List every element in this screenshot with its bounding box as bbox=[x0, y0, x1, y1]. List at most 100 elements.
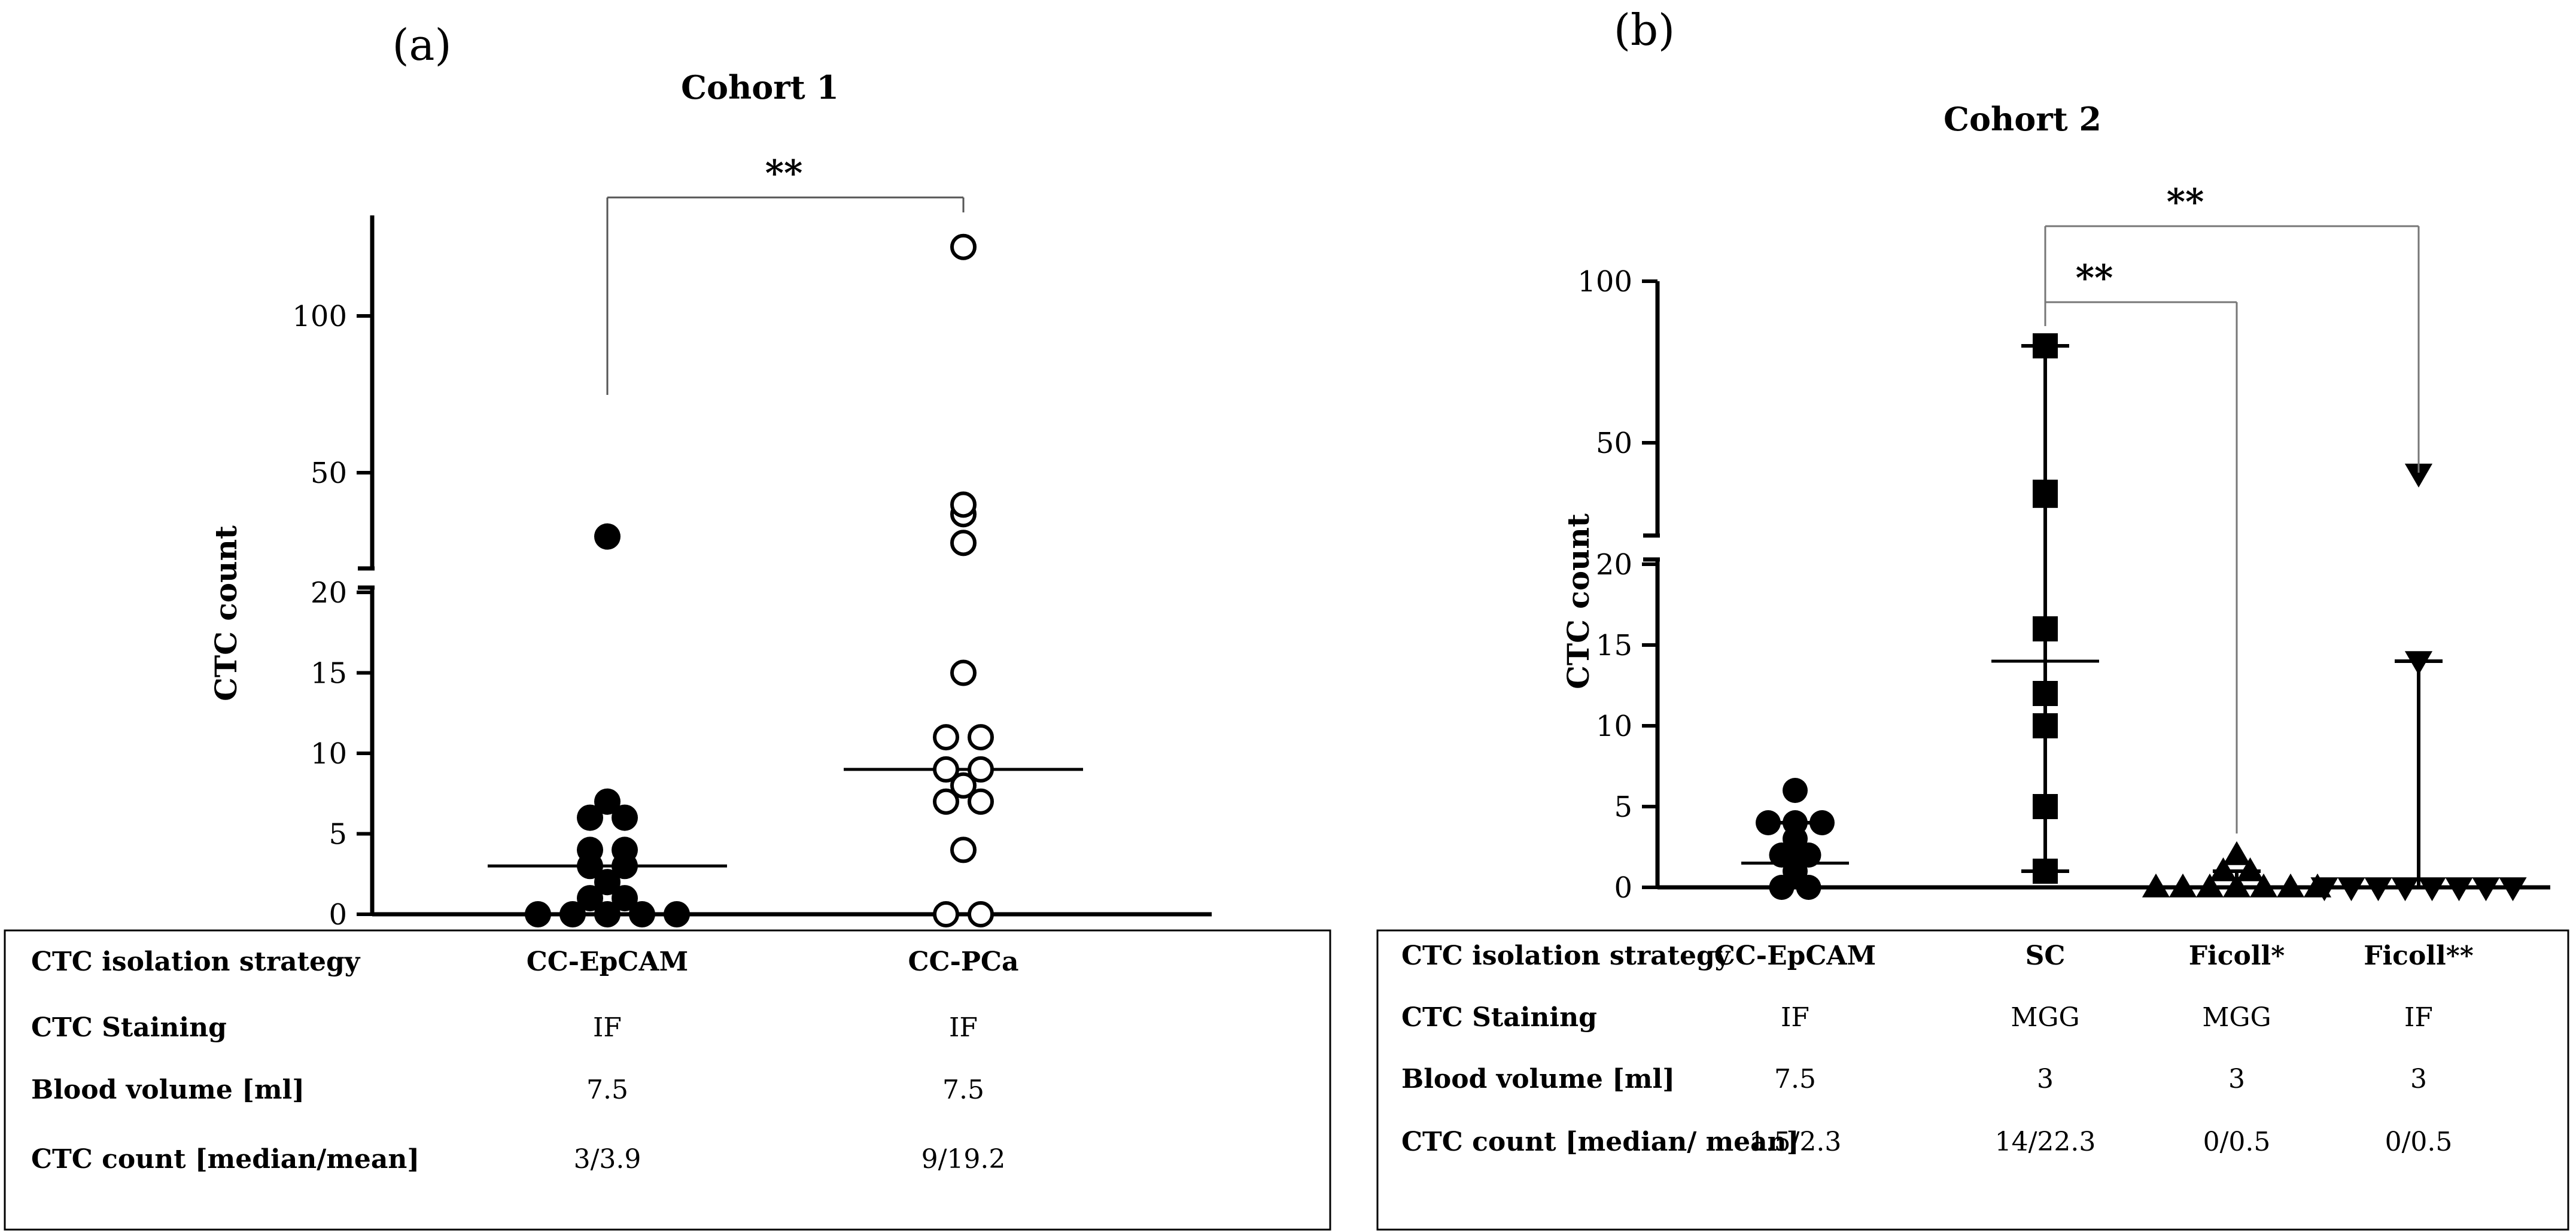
table-cell: Ficoll* bbox=[2189, 941, 2285, 971]
significance-bracket: ** bbox=[606, 153, 965, 395]
data-point bbox=[2033, 479, 2058, 505]
table-cell: IF bbox=[2404, 1002, 2433, 1033]
table-cell: 0/0.5 bbox=[2203, 1127, 2271, 1157]
table-row-label: CTC isolation strategy bbox=[1401, 941, 1731, 971]
data-point bbox=[950, 491, 977, 518]
data-point bbox=[950, 772, 977, 799]
data-point bbox=[594, 788, 621, 815]
table-cell: 7.5 bbox=[942, 1075, 984, 1105]
table-cell: SC bbox=[2025, 941, 2066, 971]
data-point bbox=[1783, 778, 1808, 803]
data-point bbox=[525, 901, 551, 927]
data-point bbox=[664, 901, 690, 927]
table-row-label: Blood volume [ml] bbox=[31, 1075, 305, 1105]
data-point bbox=[2236, 857, 2264, 881]
data-point bbox=[577, 804, 603, 831]
series-cc-epcam bbox=[1741, 778, 1849, 900]
data-point bbox=[1809, 810, 1835, 835]
y-tick-label: 50 bbox=[1596, 427, 1632, 460]
table-cell: MGG bbox=[2011, 1002, 2079, 1033]
y-tick-label: 0 bbox=[1614, 871, 1632, 905]
significance-label: ** bbox=[2167, 181, 2204, 223]
data-point bbox=[2445, 877, 2473, 902]
table-cell: IF bbox=[593, 1012, 622, 1043]
chart-title: Cohort 1 bbox=[681, 68, 839, 107]
table-row-label: Blood volume [ml] bbox=[1401, 1064, 1675, 1094]
data-point bbox=[950, 659, 977, 686]
data-point bbox=[2033, 794, 2058, 819]
data-point bbox=[933, 756, 959, 783]
table-cell: 9/19.2 bbox=[921, 1144, 1006, 1175]
panel-a: (a) Cohort 1 CTC count 0 5 10 15 20 50 100 ** CTC i… bbox=[4, 20, 1331, 1231]
data-point bbox=[968, 756, 994, 783]
data-point bbox=[594, 869, 621, 896]
chart-title: Cohort 2 bbox=[1944, 100, 2101, 138]
y-tick-label: 100 bbox=[292, 300, 347, 333]
table-row-label: CTC Staining bbox=[31, 1012, 227, 1043]
y-tick-label: 10 bbox=[311, 737, 347, 771]
data-point bbox=[950, 530, 977, 556]
data-point bbox=[612, 885, 638, 912]
y-tick-label: 5 bbox=[329, 818, 347, 851]
y-tick-label: 20 bbox=[311, 576, 347, 610]
significance-label: ** bbox=[765, 153, 803, 194]
data-point bbox=[950, 836, 977, 863]
table-row-label: CTC isolation strategy bbox=[31, 947, 361, 977]
data-point bbox=[2249, 873, 2278, 898]
table-cell: 0/0.5 bbox=[2385, 1127, 2453, 1157]
y-tick-label: 5 bbox=[1614, 790, 1632, 824]
data-point bbox=[2142, 873, 2170, 898]
table-border bbox=[1376, 929, 2569, 1231]
table-cell: Ficoll** bbox=[2364, 941, 2474, 971]
significance-bracket: ** bbox=[2044, 181, 2420, 473]
data-point bbox=[2337, 877, 2365, 902]
summary-table: CTC isolation strategy CC-EpCAM CC-PCa CTC … bbox=[4, 929, 1331, 1231]
data-point bbox=[2169, 873, 2197, 898]
data-point bbox=[2499, 877, 2527, 902]
series-ficoll- bbox=[2142, 841, 2332, 898]
y-tick-label: 0 bbox=[329, 898, 347, 932]
data-point bbox=[933, 901, 959, 927]
data-point bbox=[594, 523, 621, 550]
table-cell: CC-EpCAM bbox=[527, 947, 688, 977]
series-sc bbox=[1991, 333, 2099, 884]
table-cell: 7.5 bbox=[1774, 1064, 1816, 1094]
data-point bbox=[559, 901, 586, 927]
data-point bbox=[2404, 651, 2433, 676]
table-cell: IF bbox=[1781, 1002, 1809, 1033]
data-point bbox=[612, 804, 638, 831]
data-point bbox=[2418, 877, 2446, 902]
panel-b: (b) Cohort 2 CTC count 0 5 10 15 20 50 100 ** ** CTC… bbox=[1376, 5, 2569, 1231]
data-point bbox=[612, 836, 638, 863]
y-tick-label: 50 bbox=[311, 457, 347, 490]
data-point bbox=[2209, 857, 2237, 881]
series-ficoll- bbox=[2310, 463, 2527, 902]
table-cell: 1.5/2.3 bbox=[1749, 1127, 1842, 1157]
table-cell: 3 bbox=[2228, 1064, 2245, 1094]
data-point bbox=[629, 901, 655, 927]
data-point bbox=[2033, 859, 2058, 884]
data-point bbox=[2033, 713, 2058, 738]
y-tick-label: 100 bbox=[1577, 265, 1632, 299]
table-cell: MGG bbox=[2202, 1002, 2271, 1033]
data-point bbox=[1756, 810, 1781, 835]
y-tick-label: 15 bbox=[311, 657, 347, 690]
table-cell: CC-PCa bbox=[908, 947, 1019, 977]
data-point bbox=[2033, 333, 2058, 358]
table-cell: 3/3.9 bbox=[574, 1144, 641, 1175]
data-point bbox=[968, 724, 994, 751]
significance-label: ** bbox=[2076, 257, 2113, 299]
data-point bbox=[577, 836, 603, 863]
panel-label: (a) bbox=[392, 20, 451, 70]
table-cell: IF bbox=[949, 1012, 978, 1043]
y-axis-label: CTC count bbox=[1561, 513, 1596, 689]
table-row-label: CTC Staining bbox=[1401, 1002, 1597, 1033]
series-cc-epcam bbox=[488, 523, 727, 927]
data-point bbox=[2276, 873, 2305, 898]
table-cell: 7.5 bbox=[586, 1075, 628, 1105]
data-point bbox=[2033, 616, 2058, 641]
data-point bbox=[2310, 877, 2338, 902]
table-cell: 14/22.3 bbox=[1995, 1127, 2096, 1157]
